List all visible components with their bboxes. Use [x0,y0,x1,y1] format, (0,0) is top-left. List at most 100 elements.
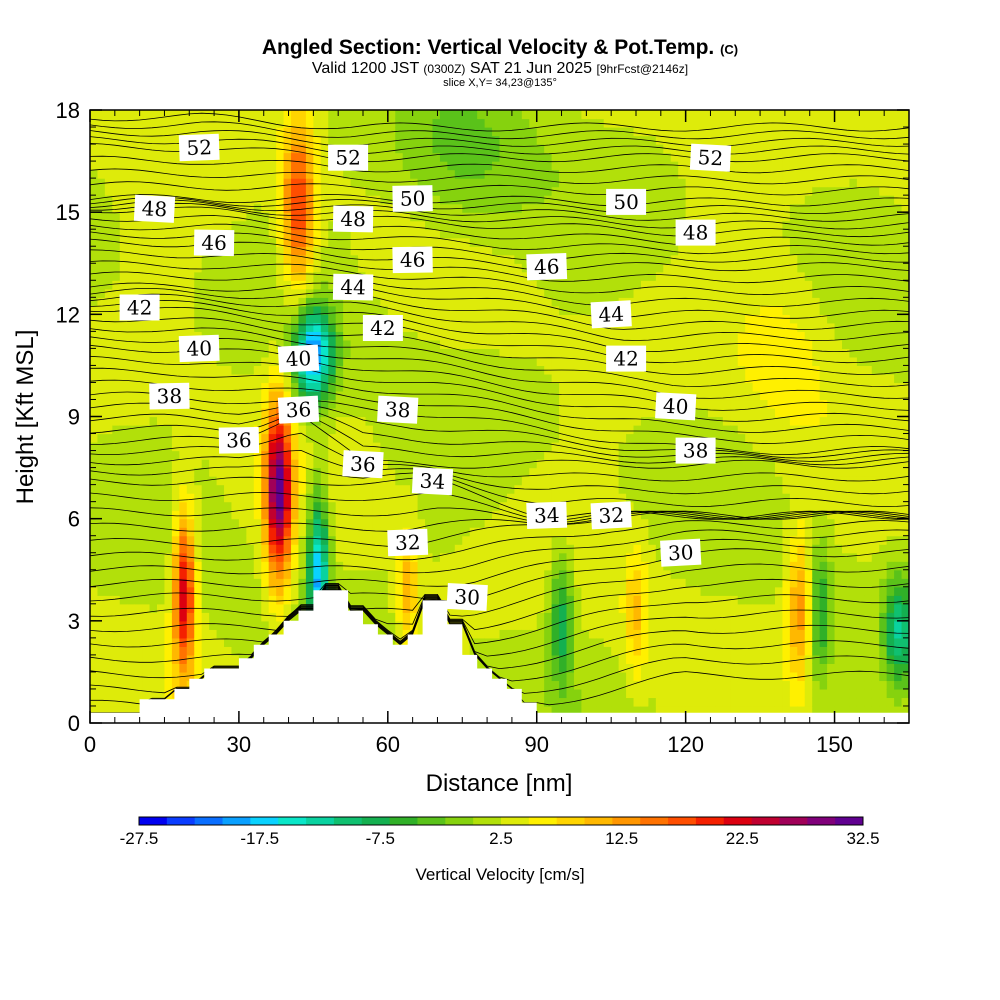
velocity-cell [246,110,255,120]
velocity-cell [588,127,597,137]
velocity-cell [499,527,508,537]
velocity-cell [454,612,463,622]
velocity-cell [462,288,471,298]
velocity-cell [536,467,545,477]
velocity-cell [283,433,292,443]
velocity-cell [164,110,173,120]
velocity-cell [104,433,113,443]
velocity-cell [268,314,277,324]
velocity-cell [566,229,575,239]
velocity-cell [231,203,240,213]
velocity-cell [104,569,113,579]
velocity-cell [417,561,426,571]
velocity-cell [90,586,99,596]
velocity-cell [514,569,523,579]
velocity-cell [305,237,314,247]
velocity-cell [521,237,530,247]
velocity-cell [171,629,180,639]
velocity-cell [454,161,463,171]
velocity-cell [365,407,374,418]
velocity-cell [402,569,411,579]
velocity-cell [551,399,560,409]
velocity-cell [104,365,113,375]
velocity-cell [521,654,530,664]
velocity-cell [171,144,180,154]
velocity-cell [201,663,210,673]
velocity-cell [134,348,143,358]
velocity-cell [313,390,322,401]
velocity-cell [469,237,478,247]
velocity-cell [283,297,292,307]
velocity-cell [90,220,99,230]
velocity-cell [499,595,508,605]
velocity-cell [559,161,568,171]
velocity-cell [194,425,203,435]
velocity-cell [171,518,180,528]
velocity-cell [171,680,180,690]
velocity-cell [573,237,582,247]
velocity-cell [484,603,493,613]
velocity-cell [231,280,240,290]
velocity-cell [209,356,218,367]
velocity-cell [90,314,99,324]
velocity-cell [358,569,367,579]
velocity-cell [119,169,128,179]
velocity-cell [149,518,158,528]
velocity-cell [209,271,218,281]
velocity-cell [305,254,314,264]
velocity-cell [529,144,538,154]
velocity-cell [544,297,553,307]
velocity-cell [536,305,545,315]
velocity-cell [186,390,195,401]
velocity-cell [402,348,411,358]
velocity-cell [559,237,568,247]
velocity-cell [566,450,575,460]
velocity-cell [291,212,300,222]
velocity-cell [447,127,456,137]
velocity-cell [492,246,501,256]
velocity-cell [514,467,523,477]
velocity-cell [291,297,300,307]
velocity-cell [521,144,530,154]
velocity-cell [372,110,381,120]
velocity-cell [551,476,560,486]
velocity-cell [492,586,501,596]
velocity-cell [559,459,568,469]
velocity-cell [209,561,218,571]
velocity-cell [365,263,374,273]
velocity-cell [328,110,337,120]
velocity-cell [313,246,322,256]
velocity-cell [559,220,568,230]
velocity-cell [104,603,113,613]
velocity-cell [492,356,501,367]
velocity-cell [588,390,597,401]
velocity-cell [209,654,218,664]
velocity-cell [127,450,136,460]
velocity-cell [157,535,166,545]
velocity-cell [566,620,575,630]
velocity-cell [246,399,255,409]
velocity-cell [454,518,463,528]
velocity-cell [298,297,307,307]
velocity-cell [261,493,270,503]
velocity-cell [544,612,553,622]
velocity-cell [268,501,277,511]
velocity-cell [514,552,523,562]
velocity-cell [506,373,515,384]
velocity-cell [90,646,99,656]
velocity-cell [238,535,247,545]
velocity-cell [224,118,233,128]
velocity-cell [350,407,359,418]
velocity-cell [514,586,523,596]
velocity-cell [119,237,128,247]
velocity-cell [328,254,337,264]
velocity-cell [358,561,367,571]
velocity-cell [313,280,322,290]
velocity-cell [231,254,240,264]
velocity-cell [380,280,389,290]
velocity-cell [551,331,560,341]
velocity-cell [134,425,143,435]
velocity-cell [90,433,99,443]
velocity-cell [164,442,173,452]
velocity-cell [417,442,426,452]
